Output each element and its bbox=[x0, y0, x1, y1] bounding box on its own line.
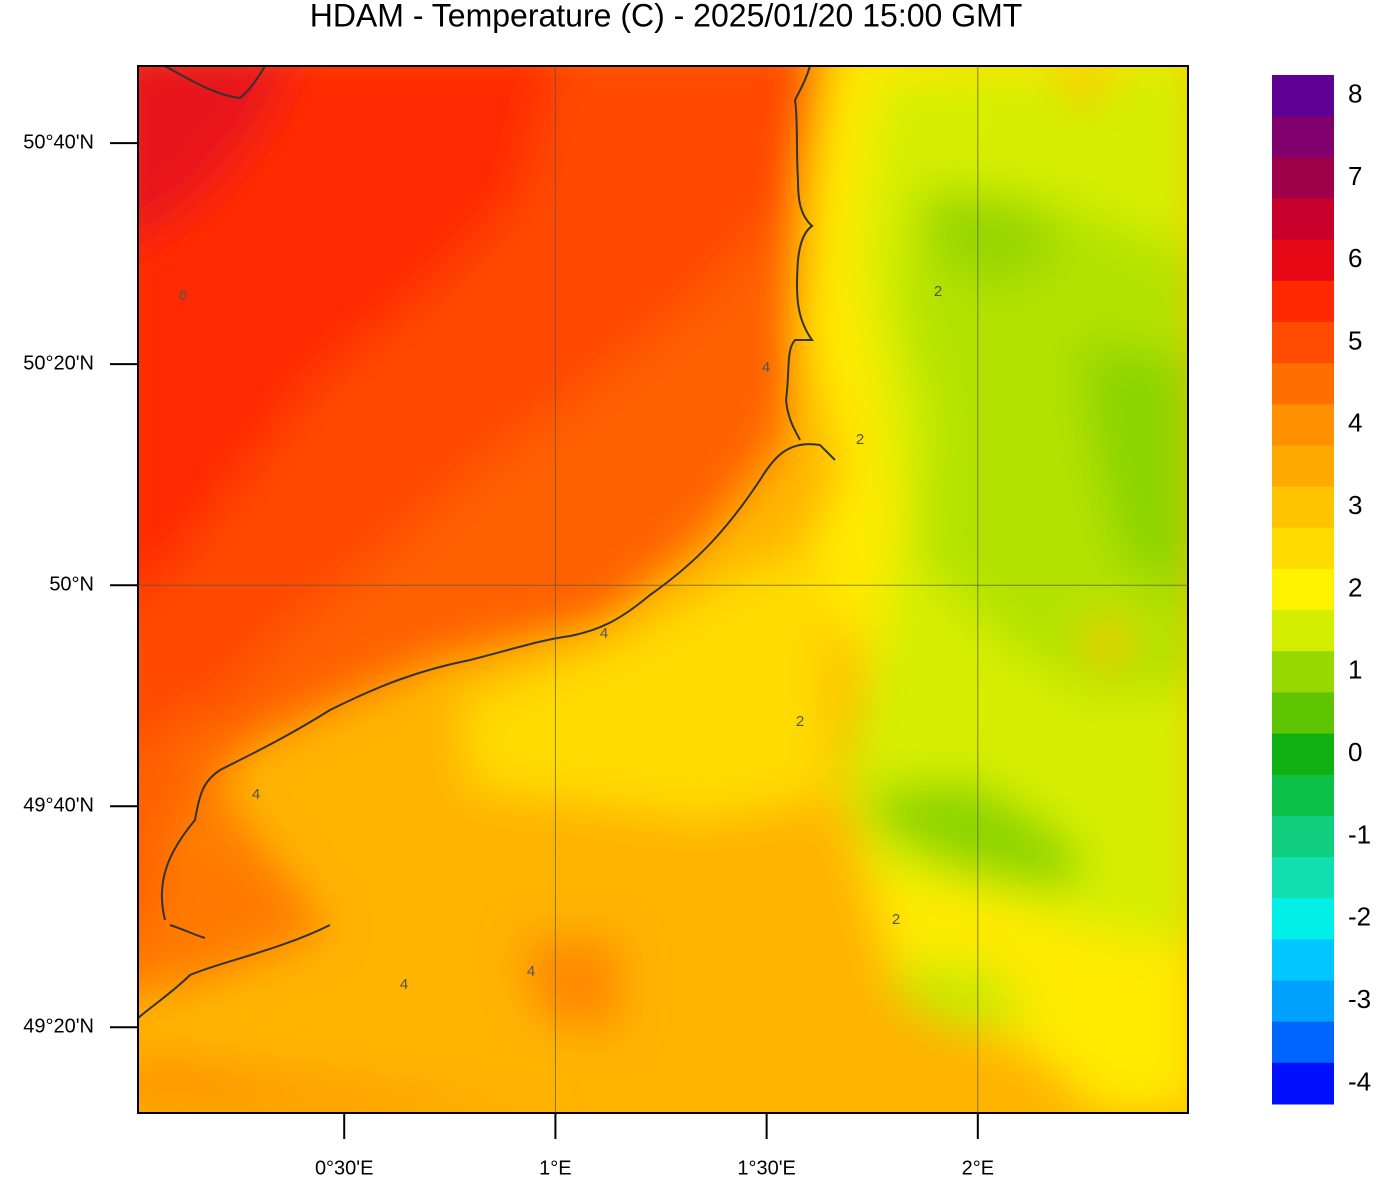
colorbar-swatch bbox=[1272, 939, 1334, 982]
colorbar-label: 6 bbox=[1348, 243, 1362, 273]
y-tick-label: 49°40'N bbox=[23, 794, 94, 816]
colorbar-swatch bbox=[1272, 1062, 1334, 1105]
contour-label: 2 bbox=[892, 911, 900, 928]
colorbar-swatch bbox=[1272, 898, 1334, 940]
x-tick-label: 0°30'E bbox=[315, 1157, 374, 1179]
colorbar-swatch bbox=[1272, 610, 1334, 652]
contour-label: 2 bbox=[796, 713, 804, 730]
contour-label: 2 bbox=[934, 283, 942, 300]
colorbar-swatch bbox=[1272, 857, 1334, 899]
title: HDAM - Temperature (C) - 2025/01/20 15:0… bbox=[310, 0, 1023, 33]
colorbar-swatch bbox=[1272, 198, 1334, 241]
colorbar-swatch bbox=[1272, 815, 1334, 858]
colorbar-swatch bbox=[1272, 568, 1334, 611]
map-frame bbox=[137, 65, 1189, 1114]
x-tick-label: 1°E bbox=[539, 1157, 571, 1179]
colorbar-swatch bbox=[1272, 404, 1334, 446]
colorbar-label: -4 bbox=[1348, 1066, 1371, 1096]
contour-label: 4 bbox=[252, 786, 260, 803]
colorbar-label: 5 bbox=[1348, 325, 1362, 355]
colorbar-swatch bbox=[1272, 321, 1334, 364]
colorbar-label: 8 bbox=[1348, 78, 1362, 108]
temperature-field bbox=[138, 66, 1188, 1113]
coastline bbox=[137, 65, 836, 1019]
y-tick-label: 50°20'N bbox=[23, 352, 94, 374]
colorbar-swatch bbox=[1272, 733, 1334, 776]
y-tick-label: 50°40'N bbox=[23, 131, 94, 153]
contour-label: 4 bbox=[762, 359, 770, 376]
colorbar-swatch bbox=[1272, 280, 1334, 323]
colorbar-swatch bbox=[1272, 774, 1334, 817]
colorbar-swatch bbox=[1272, 75, 1334, 117]
colorbar-swatch bbox=[1272, 692, 1334, 735]
contour-label: 6 bbox=[179, 287, 187, 304]
colorbar-swatch bbox=[1272, 980, 1334, 1023]
colorbar-label: 1 bbox=[1348, 655, 1362, 685]
colorbar-swatch bbox=[1272, 445, 1334, 488]
colorbar-label: -1 bbox=[1348, 819, 1371, 849]
contour-labels: 6 4 4 4 4 2 2 2 2 4 bbox=[179, 283, 942, 993]
contour-label: 4 bbox=[527, 963, 535, 980]
x-tick-label: 1°30'E bbox=[737, 1157, 796, 1179]
colorbar-swatch bbox=[1272, 239, 1334, 282]
colorbar-swatch bbox=[1272, 527, 1334, 570]
colorbar-swatch bbox=[1272, 486, 1334, 529]
colorbar-label: -3 bbox=[1348, 984, 1371, 1014]
colorbar-swatch bbox=[1272, 651, 1334, 693]
y-tick-label: 49°20'N bbox=[23, 1016, 94, 1038]
colorbar-label: 4 bbox=[1348, 408, 1362, 438]
colorbar-label: 3 bbox=[1348, 490, 1362, 520]
colorbar-swatch bbox=[1272, 363, 1334, 405]
colorbar-swatch bbox=[1272, 157, 1334, 199]
colorbar-swatch bbox=[1272, 116, 1334, 158]
colorbar-swatch bbox=[1272, 1021, 1334, 1064]
colorbar-label: 7 bbox=[1348, 161, 1362, 191]
colorbar-label: 2 bbox=[1348, 572, 1362, 602]
y-tick-label: 50°N bbox=[49, 573, 94, 595]
contour-label: 4 bbox=[400, 976, 408, 993]
colorbar-label: 0 bbox=[1348, 737, 1362, 767]
contour-label: 2 bbox=[856, 431, 864, 448]
colorbar-label: -2 bbox=[1348, 902, 1371, 932]
x-tick-label: 2°E bbox=[962, 1157, 994, 1179]
contour-label: 4 bbox=[600, 625, 608, 642]
